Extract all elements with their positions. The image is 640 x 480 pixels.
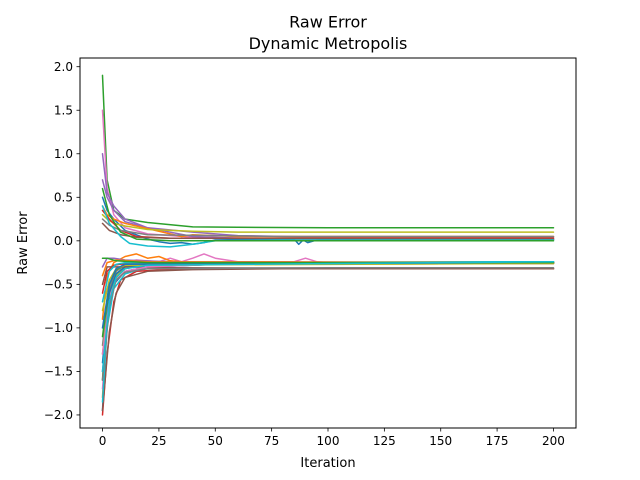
y-tick-label: −1.5	[44, 365, 73, 379]
x-axis: 0 25 50 75 100 125 150 175 200	[99, 428, 565, 448]
y-tick-label: 2.0	[54, 60, 73, 74]
y-tick-label: 1.5	[54, 104, 73, 118]
x-axis-label: Iteration	[300, 456, 355, 471]
series-line-1	[101, 74, 555, 229]
series-line-36	[101, 260, 555, 373]
series-layer	[101, 74, 555, 416]
chart-title: Raw Error	[289, 13, 367, 32]
y-tick-label: −1.0	[44, 321, 73, 335]
x-tick-label: 125	[373, 434, 396, 448]
y-axis: −2.0 −1.5 −1.0 −0.5 0.0 0.5 1.0 1.5 2.0	[44, 60, 80, 422]
y-tick-label: 0.5	[54, 191, 73, 205]
y-axis-label: Raw Error	[16, 211, 31, 275]
y-tick-label: 1.0	[54, 147, 73, 161]
y-tick-label: −0.5	[44, 278, 73, 292]
y-tick-label: −2.0	[44, 408, 73, 422]
series-line-35	[101, 257, 555, 264]
x-tick-label: 50	[208, 434, 223, 448]
x-tick-label: 0	[99, 434, 107, 448]
series-line-12	[101, 187, 555, 242]
x-tick-label: 100	[317, 434, 340, 448]
x-tick-label: 175	[486, 434, 509, 448]
y-tick-label: 0.0	[54, 234, 73, 248]
x-tick-label: 25	[151, 434, 166, 448]
series-line-10	[101, 218, 555, 238]
x-tick-label: 75	[264, 434, 279, 448]
x-tick-label: 200	[542, 434, 565, 448]
x-tick-label: 150	[429, 434, 452, 448]
chart-subtitle: Dynamic Metropolis	[249, 34, 408, 53]
